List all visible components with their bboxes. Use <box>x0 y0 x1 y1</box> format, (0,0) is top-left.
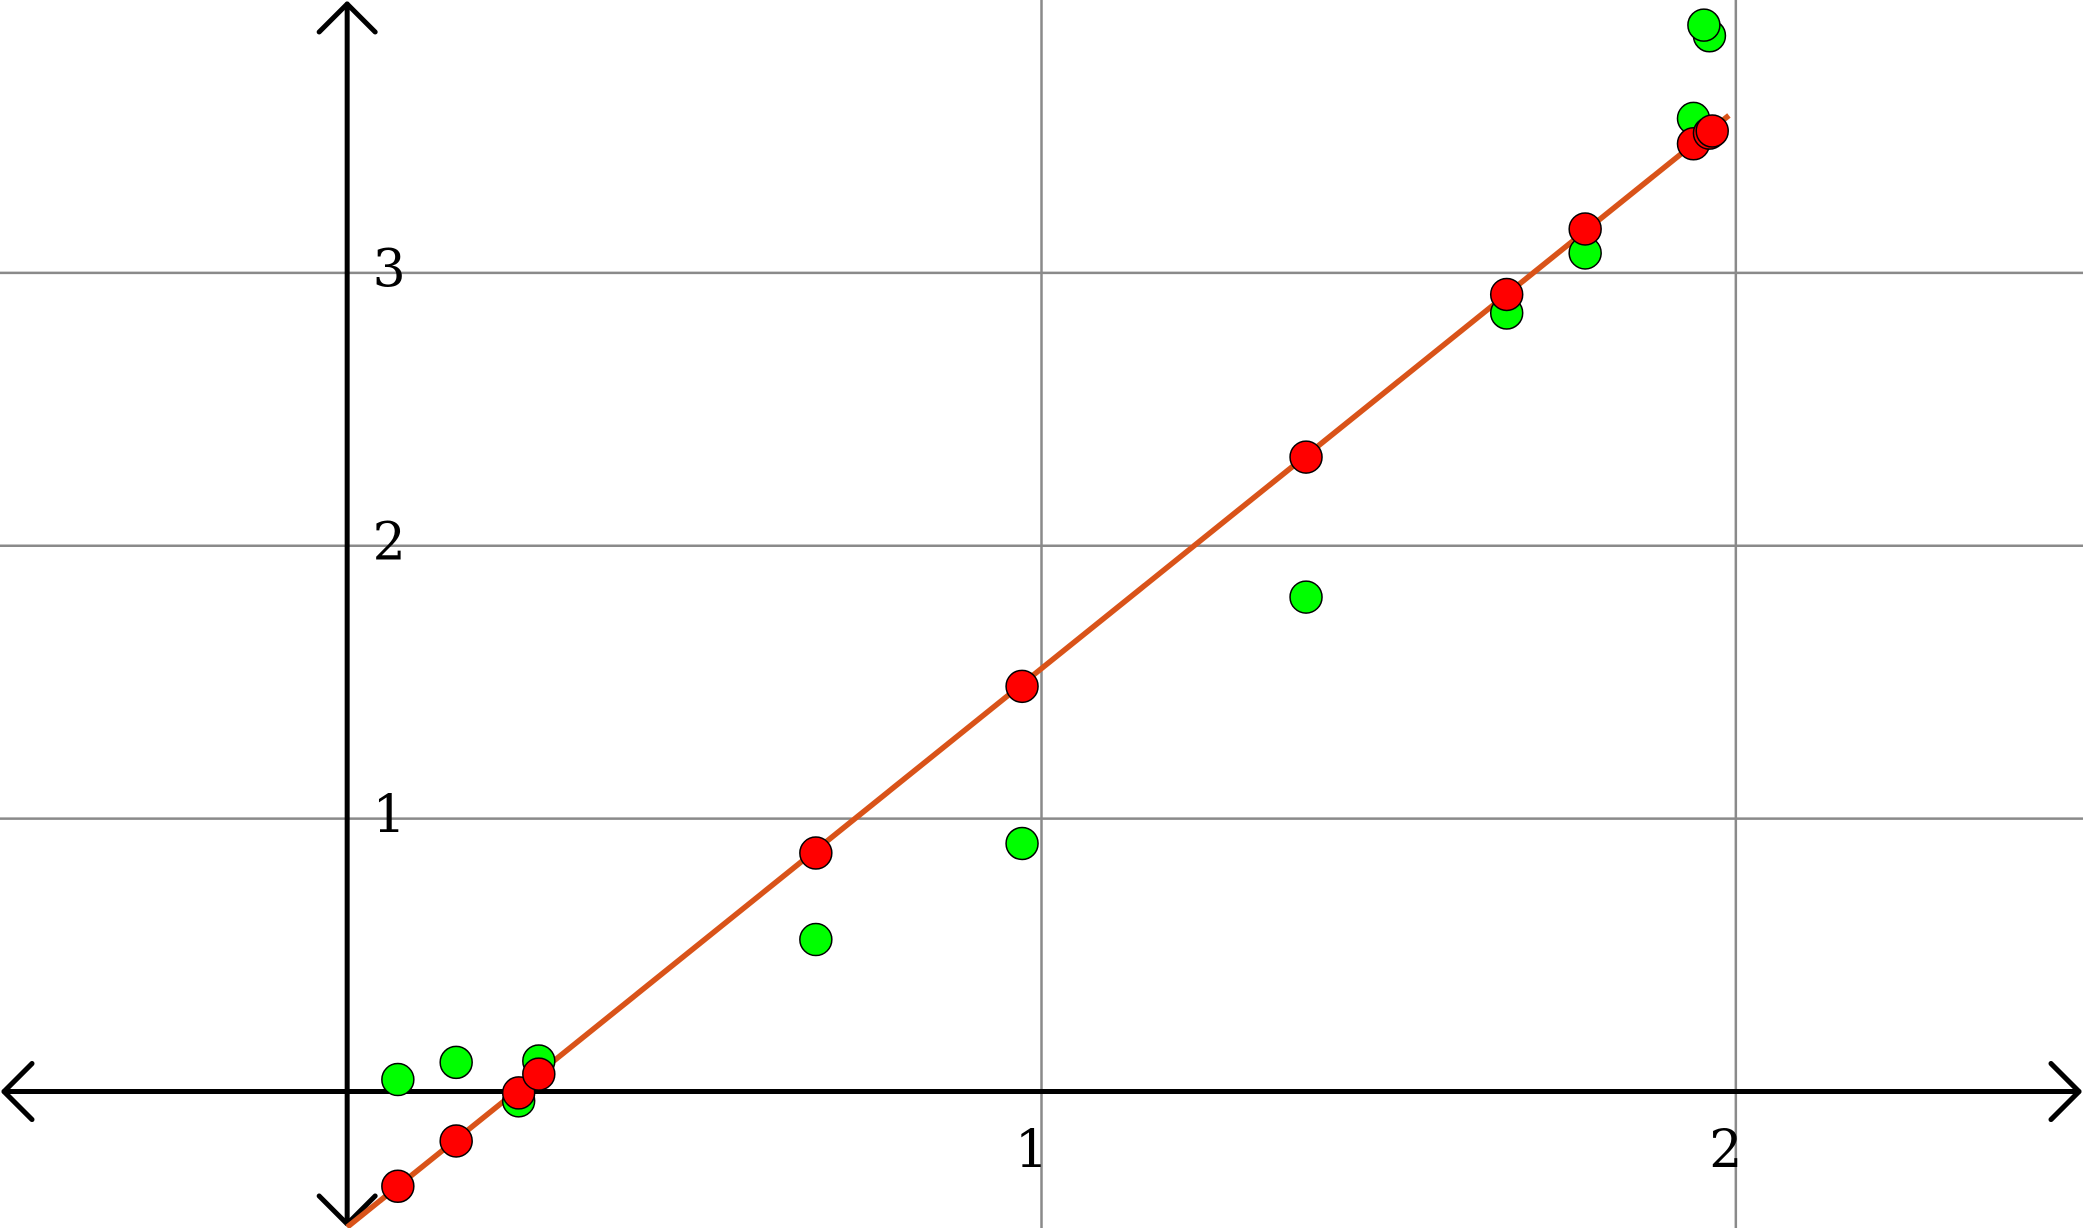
data-point <box>522 1057 556 1091</box>
data-point <box>1289 440 1323 474</box>
axis-arrow <box>2048 1061 2082 1123</box>
data-point <box>799 836 833 870</box>
data-point <box>1005 826 1039 861</box>
y-tick-label: 2 <box>373 512 406 572</box>
data-point <box>1568 212 1602 246</box>
data-point <box>1489 277 1524 312</box>
x-tick-label: 2 <box>1709 1120 1742 1180</box>
data-point <box>381 1062 415 1097</box>
axis-arrow <box>316 1 378 35</box>
data-point <box>439 1045 473 1080</box>
y-tick-label: 3 <box>373 239 406 299</box>
data-point <box>439 1124 473 1158</box>
data-point <box>799 922 833 957</box>
y-tick-label: 1 <box>373 785 406 845</box>
x-tick-label: 1 <box>1015 1120 1048 1180</box>
data-point <box>1289 580 1323 614</box>
data-point <box>1005 669 1039 704</box>
data-point <box>1695 114 1729 148</box>
data-point <box>381 1169 415 1203</box>
axis-arrow <box>1 1061 35 1123</box>
data-point <box>1687 8 1721 42</box>
